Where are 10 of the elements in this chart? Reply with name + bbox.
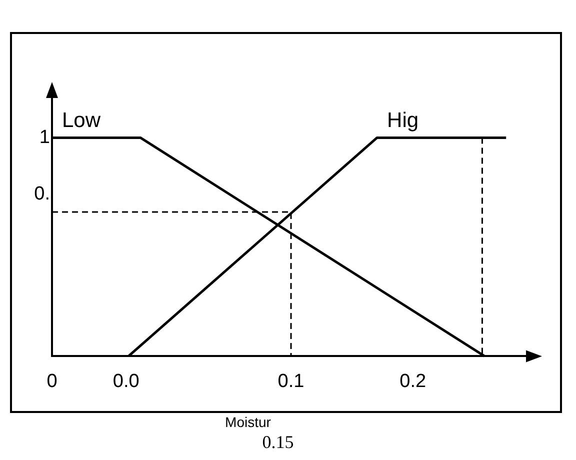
text: 0.: [34, 184, 50, 205]
text: 1: [39, 126, 50, 148]
x-axis-title: Moistur: [224, 414, 272, 430]
series-label: Hig: [387, 108, 419, 132]
x-tick-label: 0.2: [400, 370, 426, 392]
x-tick-label: 0.1: [278, 370, 304, 392]
x-tick-label: 0: [46, 370, 58, 392]
x-tick-label: 0.0: [112, 370, 140, 392]
legend-label: Low: [62, 108, 102, 132]
text: 0.15: [261, 432, 295, 453]
